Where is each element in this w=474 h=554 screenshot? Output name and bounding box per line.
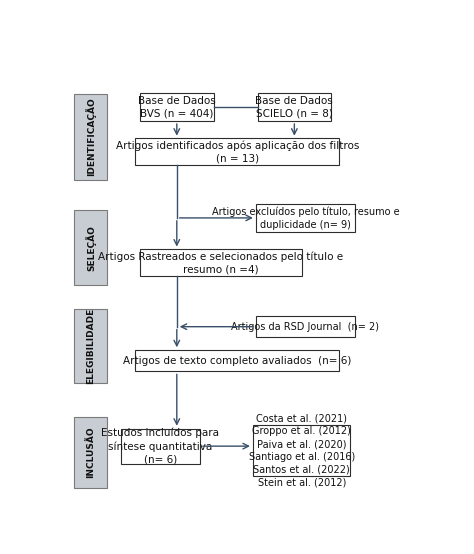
Text: Artigos excluídos pelo título, resumo e
duplicidade (n= 9): Artigos excluídos pelo título, resumo e …: [211, 206, 399, 229]
FancyBboxPatch shape: [74, 211, 107, 285]
FancyBboxPatch shape: [136, 350, 339, 372]
FancyBboxPatch shape: [121, 429, 200, 464]
FancyBboxPatch shape: [253, 425, 350, 476]
Text: Base de Dados
SCIELO (n = 8): Base de Dados SCIELO (n = 8): [255, 96, 333, 119]
Text: Artigos da RSD Journal  (n= 2): Artigos da RSD Journal (n= 2): [231, 322, 379, 332]
FancyBboxPatch shape: [140, 93, 213, 121]
Text: Estudos incluídos para
síntese quantitativa
(n= 6): Estudos incluídos para síntese quantitat…: [101, 428, 219, 464]
Text: Costa et al. (2021)
Groppo et al. (2012)
Paiva et al. (2020)
Santiago et al. (20: Costa et al. (2021) Groppo et al. (2012)…: [248, 413, 355, 488]
Text: INCLUSÃO: INCLUSÃO: [86, 427, 95, 478]
Text: Artigos identificados após aplicação dos filtros
(n = 13): Artigos identificados após aplicação dos…: [116, 140, 359, 163]
Text: SELEÇÃO: SELEÇÃO: [85, 225, 96, 271]
Text: Base de Dados
BVS (n = 404): Base de Dados BVS (n = 404): [138, 96, 216, 119]
Text: ELEGIBILIDADE: ELEGIBILIDADE: [86, 308, 95, 384]
FancyBboxPatch shape: [136, 138, 339, 165]
FancyBboxPatch shape: [74, 309, 107, 383]
Text: Artigos Rastreados e selecionados pelo título e
resumo (n =4): Artigos Rastreados e selecionados pelo t…: [98, 251, 344, 274]
Text: Artigos de texto completo avaliados  (n= 6): Artigos de texto completo avaliados (n= …: [123, 356, 352, 366]
FancyBboxPatch shape: [256, 204, 355, 232]
FancyBboxPatch shape: [74, 94, 107, 179]
FancyBboxPatch shape: [256, 316, 355, 337]
Text: IDENTIFICAÇÃO: IDENTIFICAÇÃO: [85, 98, 96, 176]
FancyBboxPatch shape: [74, 417, 107, 488]
FancyBboxPatch shape: [140, 249, 301, 276]
FancyBboxPatch shape: [258, 93, 331, 121]
